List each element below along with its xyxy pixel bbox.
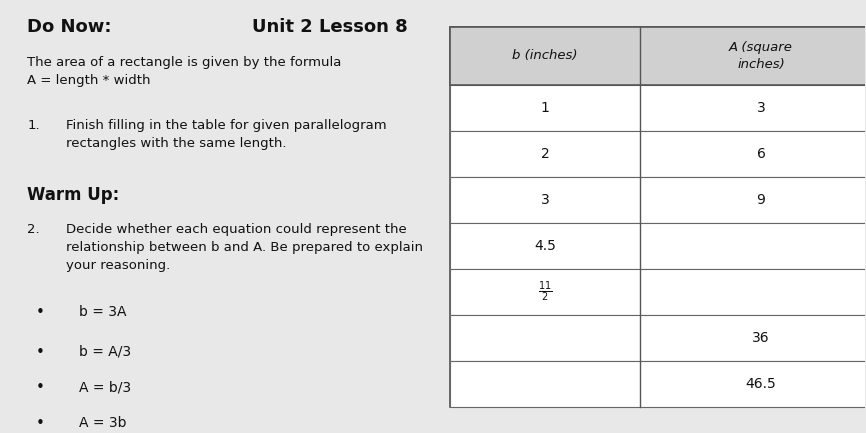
Text: 4.5: 4.5 <box>534 239 556 253</box>
Text: A = b/3: A = b/3 <box>79 380 132 394</box>
Bar <box>450 315 866 362</box>
Text: Do Now:: Do Now: <box>28 18 112 36</box>
Text: 2.: 2. <box>28 223 40 236</box>
Text: 1: 1 <box>540 101 550 115</box>
Bar <box>450 362 866 407</box>
Text: •: • <box>36 416 45 431</box>
Text: Warm Up:: Warm Up: <box>28 186 120 204</box>
Text: •: • <box>36 305 45 320</box>
Text: The area of a rectangle is given by the formula
A = length * width: The area of a rectangle is given by the … <box>28 56 342 87</box>
Text: 46.5: 46.5 <box>746 378 777 391</box>
Text: A = 3b: A = 3b <box>79 416 126 430</box>
Bar <box>450 223 866 269</box>
Bar <box>450 26 866 407</box>
Text: 2: 2 <box>541 147 550 161</box>
Bar <box>450 131 866 177</box>
Text: 3: 3 <box>757 101 766 115</box>
Bar <box>450 177 866 223</box>
Text: b (inches): b (inches) <box>513 49 578 62</box>
Text: Unit 2 Lesson 8: Unit 2 Lesson 8 <box>251 18 407 36</box>
Text: A (square
inches): A (square inches) <box>729 41 793 71</box>
Text: b = A/3: b = A/3 <box>79 345 132 359</box>
Text: $\frac{11}{2}$: $\frac{11}{2}$ <box>538 280 553 304</box>
Bar <box>450 269 866 315</box>
Text: Finish filling in the table for given parallelogram
rectangles with the same len: Finish filling in the table for given pa… <box>66 119 387 149</box>
Text: 9: 9 <box>757 193 766 207</box>
Bar <box>450 85 866 131</box>
Text: b = 3A: b = 3A <box>79 305 126 319</box>
Text: 6: 6 <box>757 147 766 161</box>
Text: Decide whether each equation could represent the
relationship between b and A. B: Decide whether each equation could repre… <box>66 223 423 272</box>
Text: 1.: 1. <box>28 119 40 132</box>
Text: •: • <box>36 345 45 359</box>
Text: 3: 3 <box>541 193 550 207</box>
Text: •: • <box>36 380 45 395</box>
Text: 36: 36 <box>753 331 770 346</box>
Bar <box>450 26 866 85</box>
